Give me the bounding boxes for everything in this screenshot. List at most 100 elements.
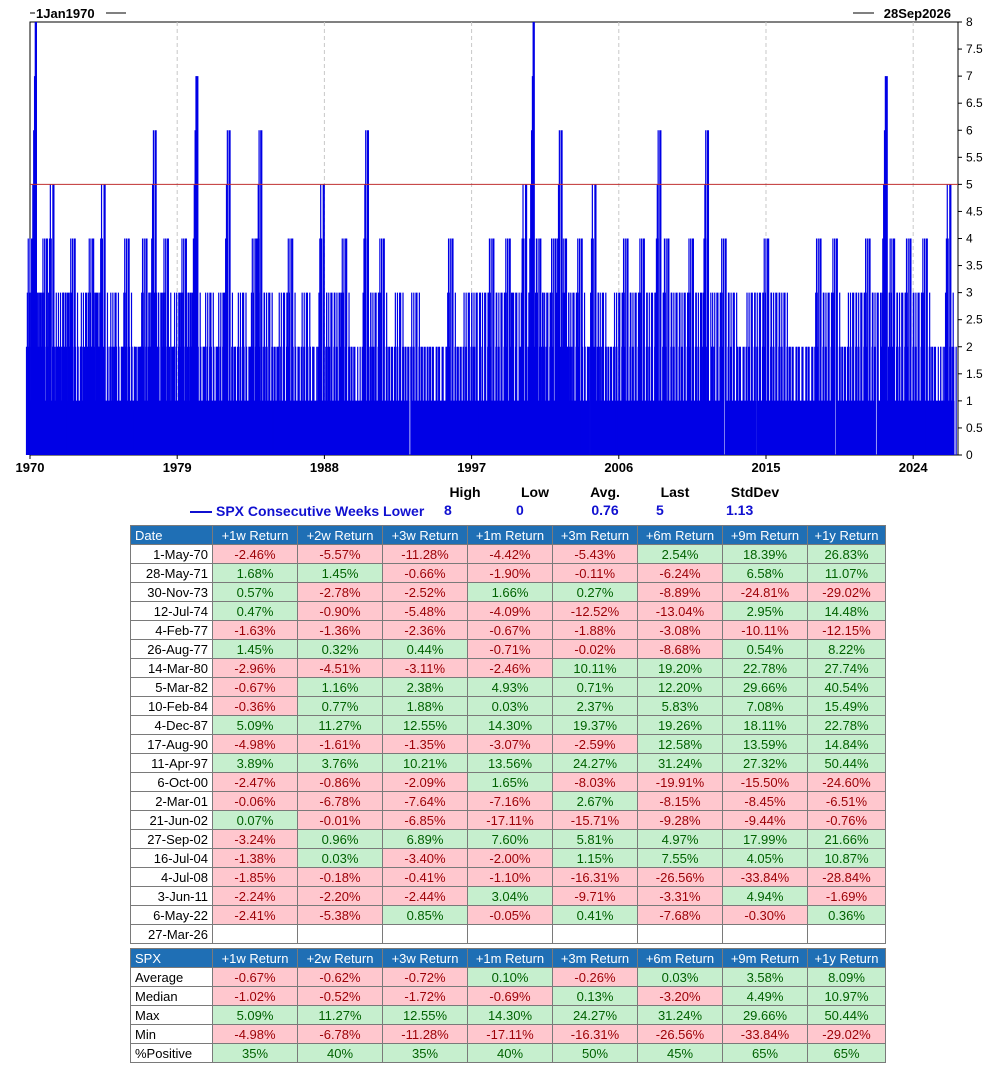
- summary-cell: -16.31%: [552, 1024, 638, 1044]
- bar-spike: [363, 238, 365, 455]
- bar-peak: [120, 346, 124, 455]
- row-date: 4-Feb-77: [130, 620, 213, 640]
- stat-avg-value: 0.76: [591, 502, 619, 518]
- bar-spike: [923, 238, 926, 455]
- bar-peak: [202, 346, 205, 455]
- bar-spike: [50, 238, 52, 455]
- table-row: 27-Sep-02 -3.24% 0.96% 6.89% 7.60% 5.81% 4.97%…: [130, 829, 886, 849]
- bar-spike: [607, 346, 609, 455]
- bar-spike: [263, 346, 265, 455]
- bar-spike: [940, 346, 942, 455]
- bar-spike: [165, 238, 167, 455]
- bar-spike: [599, 292, 601, 455]
- summary-cell: -4.98%: [212, 1024, 298, 1044]
- bar-spike: [88, 238, 90, 455]
- return-cell: 6.89%: [382, 829, 468, 849]
- bar-spike: [446, 346, 448, 455]
- y-tick-label: 3.5: [966, 259, 983, 273]
- return-cell: 1.88%: [382, 696, 468, 716]
- return-cell: -16.31%: [552, 867, 638, 887]
- bar-peak: [572, 292, 575, 455]
- bar-spike: [920, 346, 922, 455]
- bar-spike: [584, 346, 586, 455]
- bar-spike: [728, 292, 730, 455]
- return-cell: -4.98%: [212, 734, 298, 754]
- row-date: 27-Sep-02: [130, 829, 213, 849]
- return-cell: 18.11%: [722, 715, 808, 735]
- bar-peak: [475, 292, 478, 455]
- return-cell: -2.20%: [297, 886, 383, 906]
- bar-spike: [946, 184, 948, 455]
- summary-cell: -0.62%: [297, 967, 383, 987]
- bar-spike: [250, 292, 253, 455]
- bar-spike: [559, 346, 561, 455]
- bar-spike: [231, 292, 234, 455]
- return-cell: 0.03%: [467, 696, 553, 716]
- bar-spike: [343, 238, 345, 455]
- bar-spike: [597, 292, 599, 455]
- bar-peak: [742, 346, 745, 455]
- return-cell: 4.94%: [722, 886, 808, 906]
- return-cell: 1.15%: [552, 848, 638, 868]
- bar-spike: [362, 292, 364, 455]
- bar-peak: [500, 292, 503, 455]
- bar-spike: [110, 292, 112, 455]
- return-cell: 11.27%: [297, 715, 383, 735]
- bar-spike: [245, 346, 248, 455]
- return-cell: -4.42%: [467, 544, 553, 564]
- bar-peak: [459, 346, 462, 455]
- bar-peak: [901, 292, 904, 455]
- return-cell: 10.21%: [382, 753, 468, 773]
- column-header: +2w Return: [297, 525, 383, 545]
- summary-cell: 65%: [722, 1043, 808, 1063]
- bar-spike: [496, 292, 498, 455]
- bar-spike: [122, 346, 124, 455]
- bar-spike: [880, 346, 882, 455]
- bar-spike: [385, 346, 387, 455]
- bars: [25, 22, 957, 455]
- bar-spike: [866, 238, 868, 455]
- bar-spike: [753, 346, 755, 455]
- bar-spike: [593, 346, 595, 455]
- return-cell: 14.84%: [807, 734, 886, 754]
- bar-spike: [891, 346, 894, 455]
- return-cell: 7.08%: [722, 696, 808, 716]
- bar-spike: [887, 346, 890, 455]
- return-cell: -0.71%: [467, 639, 553, 659]
- bar-peak: [852, 292, 855, 455]
- bar-spike: [131, 346, 133, 455]
- bar-spike: [678, 346, 680, 455]
- bar-peak: [691, 238, 694, 455]
- return-cell: 4.97%: [637, 829, 723, 849]
- bar-spike: [694, 346, 697, 455]
- bar-spike: [662, 346, 664, 455]
- bar-spike: [560, 292, 562, 455]
- bar-spike: [928, 346, 930, 455]
- bar-spike: [333, 346, 335, 455]
- bar-spike: [798, 346, 800, 455]
- bar-spike: [722, 238, 725, 455]
- summary-header-row: SPX +1w Return +2w Return +3w Return +1m Ret…: [130, 948, 886, 968]
- summary-cell: 3.58%: [722, 967, 808, 987]
- return-cell: 22.78%: [807, 715, 886, 735]
- bar-spike: [552, 238, 554, 455]
- bar-spike: [378, 292, 380, 455]
- bar-spike: [889, 238, 891, 455]
- bar-spike: [79, 346, 82, 455]
- table-row: 17-Aug-90 -4.98% -1.61% -1.35% -3.07% -2.59% 1…: [130, 734, 886, 754]
- bar-spike: [280, 292, 282, 455]
- bar-spike: [944, 292, 947, 455]
- bar-spike: [832, 238, 834, 455]
- bar-spike: [621, 346, 623, 455]
- bar-spike: [274, 346, 276, 455]
- bar-spike: [317, 346, 319, 455]
- bar-spike: [320, 184, 322, 455]
- table-row: 12-Jul-74 0.47% -0.90% -5.48% -4.09% -12.52% -…: [130, 601, 886, 621]
- bar-spike: [474, 346, 476, 455]
- y-tick-label: 3: [966, 286, 973, 300]
- return-cell: 1.45%: [212, 639, 298, 659]
- bar-spike: [112, 292, 114, 455]
- y-tick-label: 8: [966, 15, 973, 29]
- bar-spike: [846, 346, 849, 455]
- stat-high: High 8: [440, 484, 490, 518]
